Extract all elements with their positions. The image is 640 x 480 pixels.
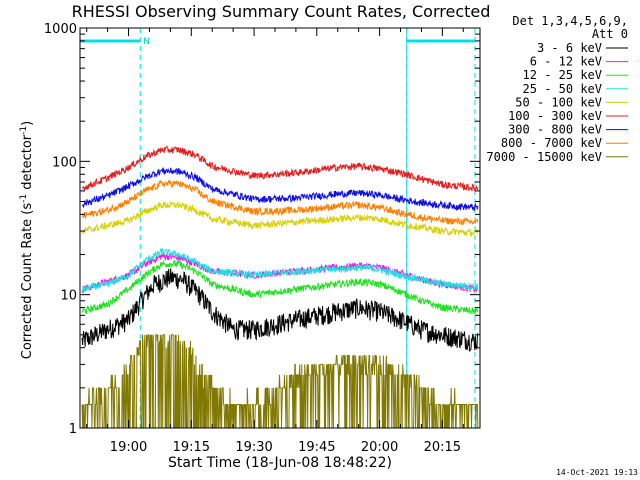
legend-item-label: 7000 - 15000 keV — [486, 150, 602, 164]
footer-timestamp: 14-Oct-2021 19:13 — [556, 468, 638, 477]
x-tick-label: 20:00 — [361, 440, 398, 455]
series-line-4 — [82, 247, 479, 292]
y-tick-label: 100 — [52, 155, 77, 170]
y-axis-label-sup2: -1 — [19, 126, 29, 135]
x-tick-label: 19:30 — [235, 440, 272, 455]
legend-header-line-2: Att 0 — [592, 27, 628, 41]
series-line-8 — [81, 179, 479, 226]
y-axis-label-main: Corrected Count Rate (s — [20, 203, 35, 360]
y-tick-label: 1000 — [44, 22, 77, 37]
y-tick-label: 1 — [69, 422, 77, 437]
series-line-2 — [81, 252, 479, 294]
svg-text:Corrected Count Rate (s-1 dete: Corrected Count Rate (s-1 detector-1) — [19, 121, 35, 359]
x-tick-label: 19:15 — [173, 440, 210, 455]
legend-item-label: 25 - 50 keV — [523, 82, 602, 96]
chart-title: RHESSI Observing Summary Count Rates, Co… — [72, 2, 491, 21]
series-line-9 — [81, 334, 479, 428]
x-tick-label: 19:45 — [298, 440, 335, 455]
x-tick-label: 20:15 — [424, 440, 461, 455]
y-axis-label-end: ) — [20, 121, 35, 126]
plot-frame — [79, 27, 481, 429]
x-tick-label: 19:00 — [110, 440, 147, 455]
y-axis-label: Corrected Count Rate (s-1 detector-1) — [19, 121, 35, 359]
series-line-3 — [81, 259, 479, 316]
series-line-7 — [81, 167, 479, 212]
legend-item-label: 800 - 7000 keV — [501, 136, 602, 150]
series-line-5 — [81, 201, 479, 238]
series-line-6 — [81, 145, 479, 193]
legend-header-line-1: Det 1,3,4,5,6,9, — [512, 14, 628, 28]
y-axis-label-sup1: -1 — [19, 194, 29, 203]
legend-item-label: 50 - 100 keV — [515, 95, 602, 109]
legend-item-label: 100 - 300 keV — [508, 109, 602, 123]
x-axis-label: Start Time (18-Jun-08 18:48:22) — [168, 455, 392, 471]
y-tick-label: 10 — [60, 289, 77, 304]
night-marker-label: N — [143, 37, 150, 47]
legend-item-label: 12 - 25 keV — [523, 68, 602, 82]
y-axis-label-mid: detector — [20, 134, 35, 194]
series-line-1 — [81, 268, 479, 352]
legend-item-label: 6 - 12 keV — [530, 55, 602, 69]
legend-item-label: 3 - 6 keV — [537, 41, 602, 55]
legend-item-label: 300 - 800 keV — [508, 123, 602, 137]
